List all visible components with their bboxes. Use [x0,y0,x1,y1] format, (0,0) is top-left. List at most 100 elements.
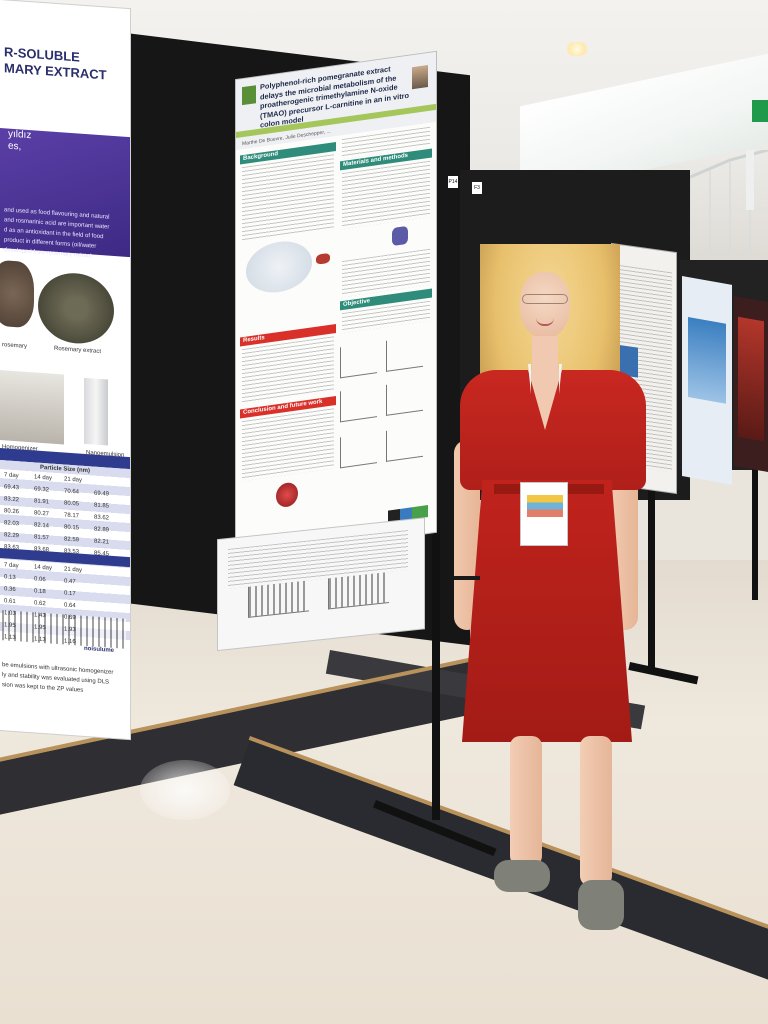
table-cell: 69.43 [4,484,20,492]
author-photo [412,65,428,90]
table-cell: 82.29 [4,532,20,540]
table-cell: 70.64 [64,488,80,496]
table-cell: 1.13 [34,636,46,644]
table-cell: 1.93 [64,626,76,634]
colon-model-diagram [246,237,312,297]
reactor-icon [392,225,408,247]
liver-icon [316,252,330,265]
text-block [342,160,430,230]
table-cell: 82.59 [64,536,80,544]
bar-plot [248,580,309,618]
poster-image [738,316,764,442]
table-cell: 80.26 [4,508,20,516]
table-cell: 1.43 [34,612,46,620]
table-cell: 78.17 [64,512,80,520]
table-cell: 82.03 [4,520,20,528]
table-cell: 69.49 [94,490,110,498]
board-stand-leg [752,440,758,600]
right-poster [734,296,768,472]
table-cell: 82.21 [94,538,110,546]
board-stand-leg [648,480,655,670]
glasses [522,294,568,304]
table-cell: 21 day [64,566,83,574]
table-cell: 0.61 [4,598,16,606]
text-block [242,336,334,404]
table-cell: 82.14 [34,522,50,530]
table-cell: 80.15 [64,524,80,532]
rosemary-extract-photo [38,270,114,346]
poster-author: es, [8,140,22,153]
table-cell: 81.91 [34,498,50,506]
homogenizer-photo [0,370,64,445]
table-cell: 85.45 [94,550,110,558]
face [520,272,570,338]
line-plot [340,386,377,423]
chart-label: noisulume [84,645,115,654]
table-cell: 83.63 [4,544,20,552]
poster-image [688,317,726,404]
bracelet [454,576,480,580]
line-plot [386,379,423,416]
conference-badge [520,482,568,546]
right-sandal [578,880,624,930]
right-poster [682,276,732,485]
exit-sign [752,100,768,122]
table-cell: 81.57 [34,534,50,542]
table-cell: 14 day [34,474,53,482]
table-cell: 83.53 [64,548,80,556]
table-cell: 1.16 [64,638,76,646]
line-plot [340,342,377,379]
text-block [242,408,334,482]
table-cell: 69.32 [34,486,50,494]
table-cell: 82.89 [94,526,110,534]
photo-caption: rosemary [2,342,28,350]
table-cell: 1.95 [34,624,46,632]
line-plot [386,335,423,372]
text-block [242,154,334,242]
table-cell: 1.03 [4,610,16,618]
board-number-tag: P14 [448,176,458,188]
table-cell: 7 day [4,562,19,570]
line-plot [386,425,423,462]
table-cell: 1.95 [4,622,16,630]
left-sandal [494,860,550,892]
floor-reflection [140,760,230,820]
university-logo-icon [242,85,256,106]
line-plot [340,432,377,469]
table-cell: 0.18 [34,588,46,596]
neck [532,336,558,376]
board-number-tag: F3 [472,182,482,194]
nanoemulsion-photo [84,377,108,446]
table-cell: 21 day [64,476,83,484]
table-cell: 0.47 [64,578,76,586]
left-leg [510,736,542,866]
presenter-person [440,240,660,960]
table-cell: 83.22 [4,496,20,504]
board-stand-leg [432,520,440,820]
table-cell: 0.64 [64,602,76,610]
badge-graphic [527,495,563,517]
table-cell: 0.17 [64,590,76,598]
rosemary-photo [0,259,34,329]
right-leg [580,736,612,886]
table-cell: 83.68 [34,546,50,554]
lower-poster [218,518,424,650]
smile [536,318,554,326]
table-cell: 0.06 [34,576,46,584]
pomegranate-image [276,481,298,509]
ceiling-light [564,42,590,56]
main-poster: Polyphenol-rich pomegranate extract dela… [236,51,436,560]
table-cell: 81.85 [94,502,110,510]
table-cell: 0.62 [34,600,46,608]
left-poster: R-SOLUBLE MARY EXTRACT yıldız es, and us… [0,0,130,740]
table-cell: 0.69 [64,614,76,622]
table-cell: 1.13 [4,634,16,642]
table-cell: 83.62 [94,514,110,522]
table-cell: 80.05 [64,500,80,508]
photo-caption: Rosemary extract [54,345,102,356]
table-cell: 14 day [34,564,53,572]
table-cell: 0.36 [4,586,16,594]
table-cell: 7 day [4,472,19,480]
table-cell: 0.13 [4,574,16,582]
